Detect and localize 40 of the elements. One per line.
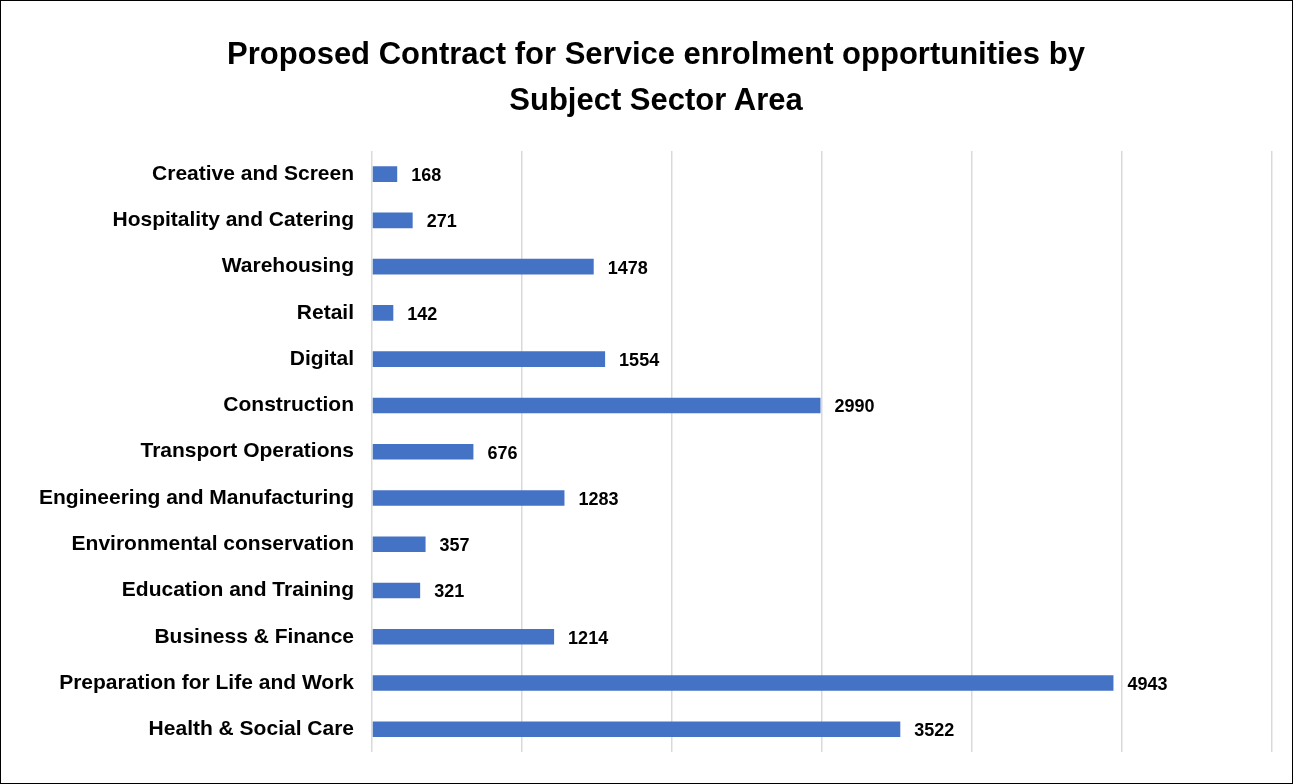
bar [372,536,426,553]
data-label: 2990 [834,396,875,417]
data-label: 3522 [914,720,955,741]
data-label: 142 [407,303,438,324]
data-label: 321 [434,581,465,602]
y-tick-label: Business & Finance [154,623,355,647]
bar [372,258,594,275]
y-tick-label: Environmental conservation [71,531,355,555]
bar [372,351,606,367]
data-label: 1554 [619,350,660,371]
y-tick-label: Education and Training [121,577,355,601]
data-label: 1214 [568,627,609,648]
bar [372,628,555,645]
bar [372,212,413,229]
y-tick-label: Health & Social Care [148,716,355,740]
chart-title: Proposed Contract for Service enrolment opportunities by Subject Sector Area [226,35,1086,119]
bar [372,721,901,738]
data-label: 271 [426,211,457,232]
bar [372,675,1114,691]
bar [372,490,565,506]
y-tick-label: Construction [223,392,355,416]
data-label: 676 [487,442,518,463]
data-label: 1478 [607,257,648,278]
bar [372,305,394,321]
bar [372,582,421,599]
data-label: 168 [411,165,442,186]
bar [372,443,474,460]
y-tick-label: Preparation for Life and Work [59,669,355,693]
y-tick-label: Digital [289,345,355,369]
bar [372,166,398,182]
y-tick-label: Warehousing [221,253,355,277]
y-tick-label: Hospitality and Catering [112,207,355,231]
data-label: 357 [439,535,470,556]
y-tick-label: Transport Operations [140,438,355,462]
bar [372,397,821,414]
data-label: 1283 [578,488,619,509]
y-tick-label: Creative and Screen [152,160,355,184]
y-tick-label: Engineering and Manufacturing [38,484,355,508]
data-label: 4943 [1127,673,1168,694]
y-tick-label: Retail [296,299,355,323]
